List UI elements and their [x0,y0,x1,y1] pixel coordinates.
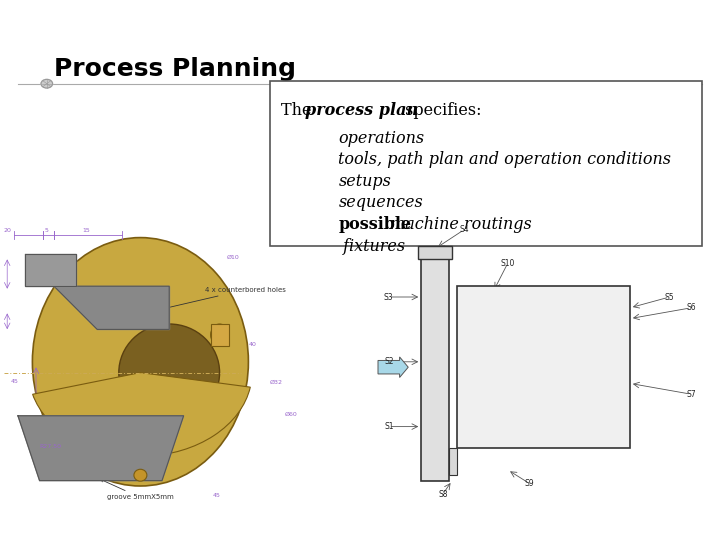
Bar [421,254,449,481]
Text: The: The [281,102,316,118]
Text: S6: S6 [686,303,696,312]
Text: tools, path plan and operation conditions: tools, path plan and operation condition… [338,151,671,168]
Polygon shape [18,416,184,481]
Polygon shape [25,254,76,286]
Text: S7: S7 [686,390,696,399]
Text: fixtures: fixtures [338,238,405,254]
Text: Ø60: Ø60 [284,412,297,417]
Wedge shape [32,373,251,456]
Text: sequences: sequences [338,194,423,211]
Bar [457,286,630,448]
Bar [449,448,457,475]
Text: S10: S10 [500,259,515,268]
Text: 20: 20 [4,228,11,233]
Ellipse shape [210,324,229,346]
Bar [211,324,229,346]
Ellipse shape [32,238,248,486]
Text: 45: 45 [11,380,18,384]
Text: setups: setups [338,173,391,190]
Text: Process Planning: Process Planning [54,57,296,80]
Text: S8: S8 [438,490,448,498]
Text: specifies:: specifies: [400,102,481,118]
Text: S3: S3 [384,293,394,301]
Text: S5: S5 [665,293,675,301]
Text: groove 5mmX5mm: groove 5mmX5mm [101,480,174,501]
Text: 15: 15 [83,228,90,233]
Text: Ø10: Ø10 [227,255,240,260]
Text: 4 x counterbored holes: 4 x counterbored holes [148,287,286,313]
Text: operations: operations [338,130,425,146]
Ellipse shape [119,324,220,421]
Bar [418,246,452,259]
Ellipse shape [134,469,147,481]
Text: process plan: process plan [305,102,418,118]
Text: 5: 5 [45,228,49,233]
Polygon shape [54,286,169,329]
Text: machine routings: machine routings [385,216,532,233]
Text: S4: S4 [459,225,469,234]
Text: Ø32: Ø32 [270,380,283,384]
Text: S1: S1 [384,422,394,431]
Text: S2: S2 [384,357,394,366]
Circle shape [41,79,53,88]
Text: S9: S9 [524,479,534,488]
Text: 45: 45 [212,493,220,498]
Text: R27.50: R27.50 [40,444,61,449]
Bar [270,81,702,246]
Text: possible: possible [338,216,411,233]
Text: 40: 40 [248,342,256,347]
FancyArrow shape [378,357,408,377]
